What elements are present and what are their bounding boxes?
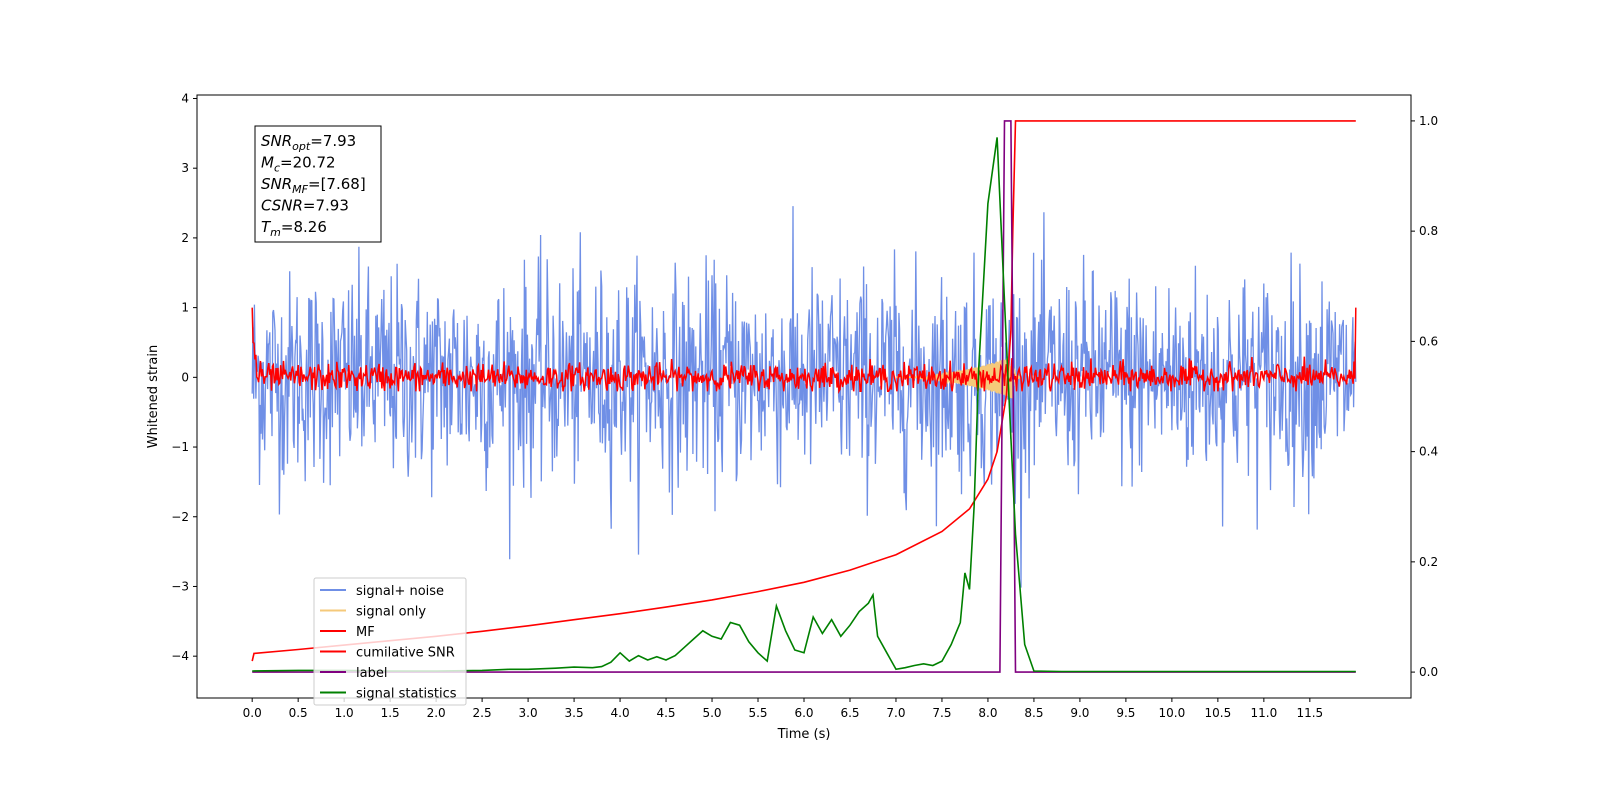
legend-entry: signal+ noise: [356, 584, 444, 599]
info-mc-sub: c: [274, 162, 280, 175]
info-mc-value: =20.72: [280, 154, 336, 172]
x-tick-label: 7.0: [886, 706, 905, 720]
x-tick-label: 9.0: [1070, 706, 1089, 720]
y-left-tick-label: 0: [181, 370, 189, 384]
signal-only-series: [896, 358, 1022, 399]
y-left-tick-label: 2: [181, 231, 189, 245]
info-csnr-label: CSNR: [261, 197, 303, 215]
y-left-axis: 4 3 2 1 0 −1 −2 −3 −4: [171, 91, 197, 663]
info-snr-opt-label: SNR: [261, 132, 292, 150]
legend-entry: label: [356, 666, 387, 681]
mf-line: [251, 307, 1357, 394]
x-tick-label: 6.5: [840, 706, 859, 720]
signal-only-line: [896, 358, 1022, 399]
y-axis-label: Whitened strain: [146, 345, 161, 448]
y-left-tick-label: 4: [181, 91, 189, 105]
x-tick-label: 7.5: [932, 706, 951, 720]
y-left-tick-label: −3: [171, 579, 189, 593]
info-snr-mf: SNRMF=[7.68]: [261, 175, 366, 196]
y-left-tick-label: −2: [171, 510, 189, 524]
legend-entry: signal statistics: [356, 687, 457, 702]
y-right-tick-label: 0.4: [1419, 445, 1438, 459]
info-tm-value: =8.26: [281, 218, 327, 236]
x-tick-label: 3.5: [565, 706, 584, 720]
signal-noise-series: [251, 206, 1357, 588]
info-csnr: CSNR=7.93: [261, 197, 349, 215]
info-snr-mf-value: =[7.68]: [308, 175, 366, 193]
info-snr-mf-sub: MF: [292, 183, 308, 196]
x-tick-label: 1.0: [335, 706, 354, 720]
info-snr-mf-label: SNR: [261, 175, 292, 193]
x-tick-label: 10.5: [1205, 706, 1232, 720]
info-tm-sub: m: [270, 226, 281, 239]
y-right-tick-label: 0.2: [1419, 555, 1438, 569]
info-csnr-value: =7.93: [303, 197, 349, 215]
y-left-tick-label: 1: [181, 301, 189, 315]
y-right-tick-label: 0.0: [1419, 665, 1438, 679]
x-tick-label: 11.0: [1250, 706, 1277, 720]
legend-entry: signal only: [356, 605, 426, 620]
info-box-frame: [254, 125, 382, 243]
x-tick-label: 10.0: [1159, 706, 1186, 720]
x-axis: 0.0 0.5 1.0 1.5 2.0 2.5 3.0 3.5 4.0 4.5 5.0 5.5 6.0 6…: [243, 698, 1323, 720]
x-tick-label: 5.5: [748, 706, 767, 720]
info-snr-opt-value: =7.93: [310, 132, 356, 150]
y-right-axis: 1.0 0.8 0.6 0.4 0.2 0.0: [1411, 114, 1438, 679]
y-right-tick-label: 0.6: [1419, 334, 1438, 348]
y-left-tick-label: 3: [181, 161, 189, 175]
x-tick-label: 6.0: [794, 706, 813, 720]
x-tick-label: 4.5: [656, 706, 675, 720]
info-mc-label: M: [261, 154, 274, 172]
x-tick-label: 9.5: [1116, 706, 1135, 720]
legend: signal+ noise signal only MF cumilative SNR…: [313, 577, 467, 706]
y-left-tick-label: −4: [171, 649, 189, 663]
y-right-tick-label: 0.8: [1419, 224, 1438, 238]
x-tick-label: 2.0: [427, 706, 446, 720]
info-snr-opt: SNRopt=7.93: [261, 132, 356, 153]
info-snr-opt-sub: opt: [292, 140, 311, 153]
mf-series: [251, 307, 1357, 394]
legend-entry: cumilative SNR: [356, 646, 455, 661]
info-tm-label: T: [261, 218, 272, 236]
x-tick-label: 0.5: [289, 706, 308, 720]
x-tick-label: 1.5: [381, 706, 400, 720]
x-tick-label: 5.0: [702, 706, 721, 720]
x-tick-label: 8.0: [978, 706, 997, 720]
signal-statistics-line: [252, 137, 1356, 673]
x-tick-label: 11.5: [1296, 706, 1323, 720]
x-tick-label: 8.5: [1024, 706, 1043, 720]
signal-noise-line: [251, 206, 1357, 588]
info-box: SNRopt=7.93 Mc=20.72 SNRMF=[7.68] CSNR=7…: [254, 125, 382, 243]
legend-entry: MF: [356, 625, 375, 640]
x-tick-label: 2.5: [473, 706, 492, 720]
info-tm: Tm=8.26: [261, 218, 327, 239]
y-right-tick-label: 1.0: [1419, 114, 1438, 128]
y-left-tick-label: −1: [171, 440, 189, 454]
x-axis-label: Time (s): [777, 727, 831, 742]
info-mc: Mc=20.72: [261, 154, 336, 175]
legend-frame: [313, 577, 467, 706]
x-tick-label: 3.0: [519, 706, 538, 720]
x-tick-label: 4.0: [611, 706, 630, 720]
x-tick-label: 0.0: [243, 706, 262, 720]
